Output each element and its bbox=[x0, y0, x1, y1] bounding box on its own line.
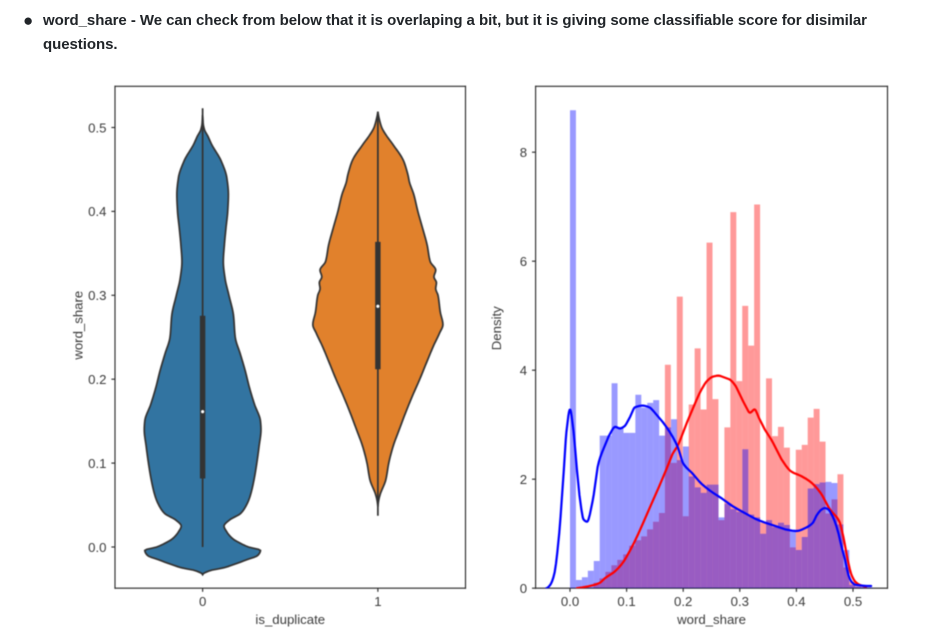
svg-text:1: 1 bbox=[374, 594, 381, 609]
svg-text:0.0: 0.0 bbox=[88, 540, 106, 555]
svg-text:0.3: 0.3 bbox=[88, 288, 106, 303]
svg-text:0.4: 0.4 bbox=[88, 204, 106, 219]
svg-text:is_duplicate: is_duplicate bbox=[255, 612, 325, 627]
svg-text:0: 0 bbox=[199, 594, 206, 609]
svg-text:8: 8 bbox=[520, 145, 527, 160]
svg-text:0.1: 0.1 bbox=[617, 594, 635, 609]
svg-text:0.2: 0.2 bbox=[88, 372, 106, 387]
svg-text:0: 0 bbox=[520, 581, 527, 596]
svg-text:2: 2 bbox=[520, 472, 527, 487]
svg-text:0.3: 0.3 bbox=[731, 594, 749, 609]
svg-text:6: 6 bbox=[520, 254, 527, 269]
svg-text:0.0: 0.0 bbox=[561, 594, 579, 609]
svg-text:0.5: 0.5 bbox=[844, 594, 862, 609]
svg-text:0.1: 0.1 bbox=[88, 456, 106, 471]
svg-text:Density: Density bbox=[489, 306, 504, 350]
svg-text:word_share: word_share bbox=[70, 291, 85, 361]
svg-text:0.2: 0.2 bbox=[674, 594, 692, 609]
svg-text:4: 4 bbox=[520, 363, 527, 378]
svg-text:0.5: 0.5 bbox=[88, 120, 106, 135]
svg-text:word_share: word_share bbox=[676, 612, 746, 627]
svg-text:0.4: 0.4 bbox=[787, 594, 805, 609]
